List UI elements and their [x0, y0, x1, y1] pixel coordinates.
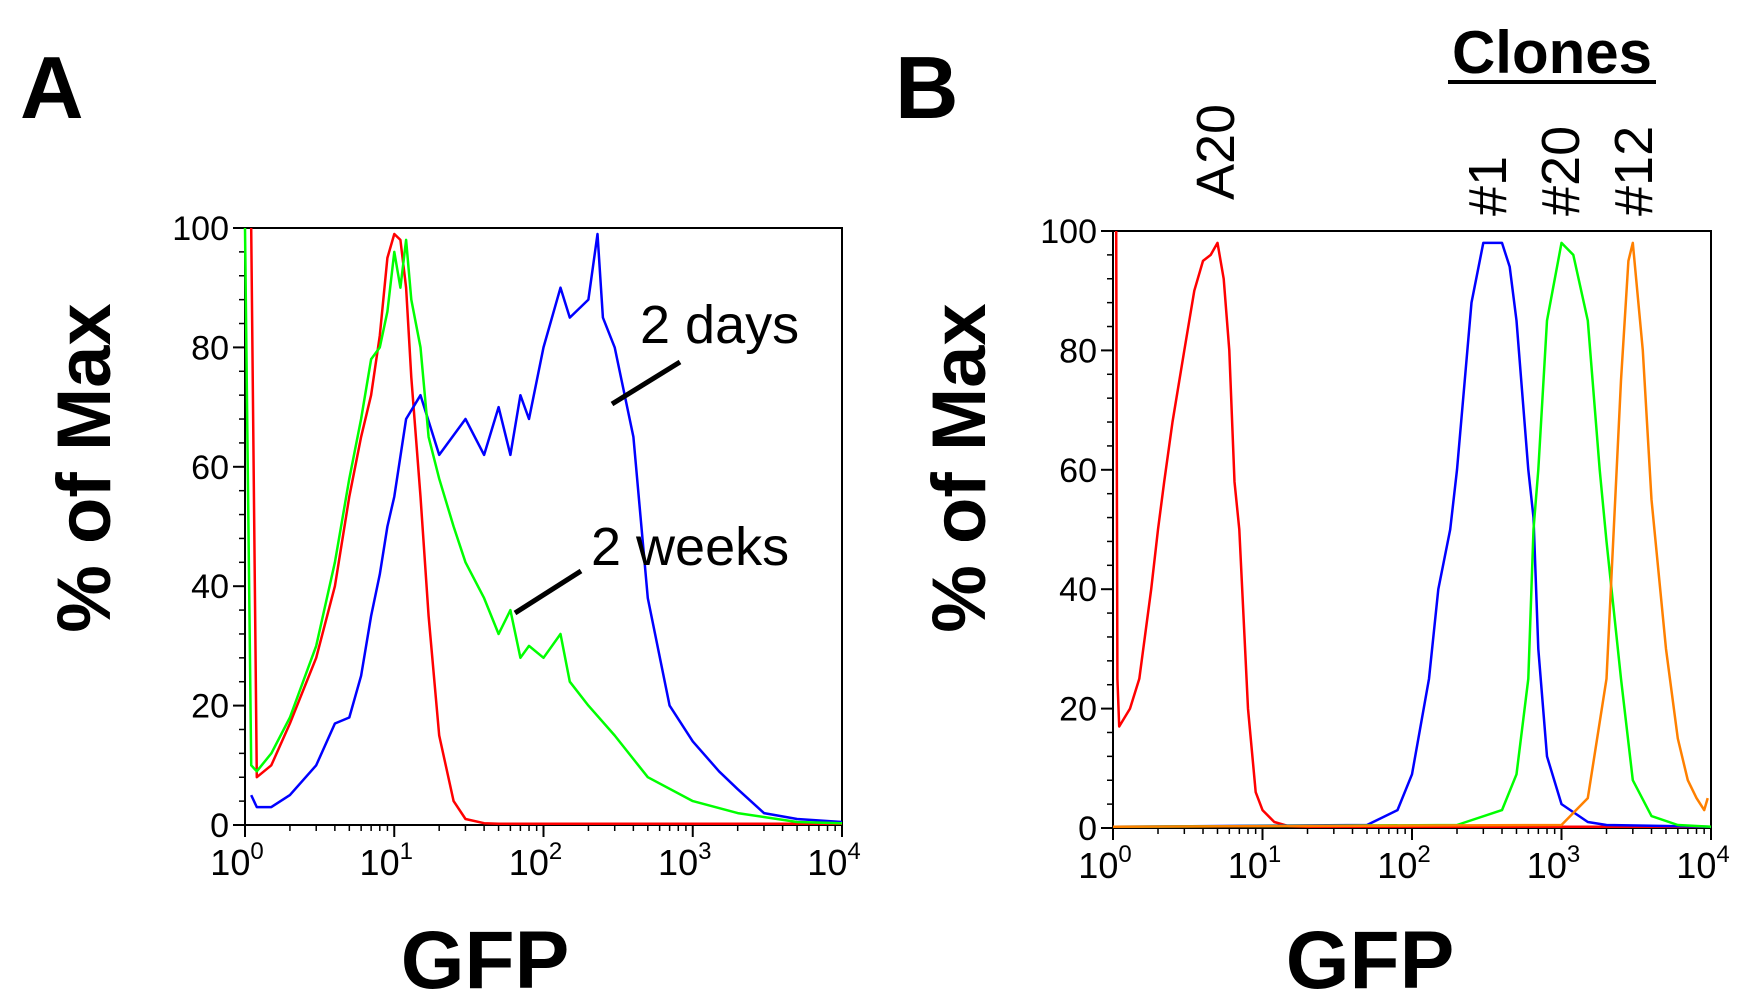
panel-a-series-line-0: [249, 227, 842, 826]
panel-b-y-tick-label: 40: [1059, 571, 1097, 609]
panel-b-y-axis-label: % of Max: [917, 303, 1002, 632]
panel-a-x-tick-exponent: 4: [847, 838, 860, 865]
panel-b-series-line-2: [1112, 241, 1712, 829]
panel-a-series: [243, 227, 843, 826]
panel-a-x-tick-base: 10: [807, 842, 847, 883]
panel-b-x-tick-exponent: 0: [1118, 841, 1131, 868]
panel-b-x-tick-base: 10: [1078, 845, 1118, 886]
peak-label-a20: A20: [1186, 104, 1246, 200]
panel-b-x-tick-label: 100: [1078, 841, 1131, 886]
panel-b-x-tick-exponent: 3: [1567, 841, 1580, 868]
panel-b-plot-frame: [1112, 230, 1712, 829]
panel-b-x-tick-base: 10: [1377, 845, 1417, 886]
panel-b-y-tick-label: 0: [1078, 810, 1097, 848]
panel-a-y-axis-label: % of Max: [42, 303, 127, 632]
panel-a-x-tick-exponent: 3: [698, 838, 711, 865]
panel-a-y-tick-label: 100: [172, 210, 229, 248]
panel-b-y-tick-label: 20: [1059, 691, 1097, 729]
panel-a-x-tick-base: 10: [658, 842, 698, 883]
panel-a-x-tick-base: 10: [210, 842, 250, 883]
panel-b-x-tick-label: 101: [1228, 841, 1281, 886]
panel-a-y-tick-label: 20: [191, 688, 229, 726]
panel-b-x-tick-exponent: 2: [1417, 841, 1430, 868]
clones-header: Clones: [1452, 19, 1652, 86]
panel-b-x-tick-label: 103: [1527, 841, 1580, 886]
panel-a-x-tick-base: 10: [509, 842, 549, 883]
panel-a-x-tick-exponent: 2: [549, 838, 562, 865]
panel-a-x-tick-label: 100: [210, 838, 263, 883]
panel-a-y-tick-label: 60: [191, 449, 229, 487]
panel-b-x-tick-base: 10: [1676, 845, 1716, 886]
leader-line-2-weeks: [513, 568, 583, 616]
annotation-2-weeks: 2 weeks: [591, 517, 789, 577]
annotation-2-days: 2 days: [640, 295, 799, 355]
panel-b-x-tick-base: 10: [1527, 845, 1567, 886]
panel-b-x-tick-exponent: 4: [1716, 841, 1729, 868]
panel-b-x-tick-exponent: 1: [1268, 841, 1281, 868]
panel-a-x-tick-label: 102: [509, 838, 562, 883]
panel-b-x-tick-base: 10: [1228, 845, 1268, 886]
panel-b-label: B: [895, 38, 959, 137]
panel-a-series-line-1: [250, 232, 843, 824]
panel-b-y-tick-label: 80: [1059, 332, 1097, 370]
panel-a-y-tick-label: 0: [210, 807, 229, 845]
panel-a-x-tick-label: 104: [807, 838, 860, 883]
panel-a-x-axis-label: GFP: [401, 915, 570, 999]
peak-label-clone-20: #20: [1531, 126, 1591, 216]
panel-b-y-tick-label: 100: [1040, 213, 1097, 251]
panel-a-x-tick-exponent: 0: [250, 838, 263, 865]
panel-b-x-tick-label: 104: [1676, 841, 1729, 886]
panel-a-x-tick-label: 103: [658, 838, 711, 883]
panel-a-y-tick-label: 40: [191, 568, 229, 606]
panel-a-x-tick-exponent: 1: [400, 838, 413, 865]
panel-a-series-line-2: [243, 227, 843, 825]
panel-a-y-tick-label: 80: [191, 329, 229, 367]
panel-a-label: A: [20, 38, 84, 137]
leader-line-2-days: [610, 359, 682, 407]
panel-b-series-line-3: [1112, 241, 1709, 829]
panel-b-series-line-1: [1112, 241, 1712, 829]
panel-b-x-axis-label: GFP: [1286, 915, 1455, 999]
panel-a-x-tick-label: 101: [360, 838, 413, 883]
peak-label-clone-12: #12: [1604, 126, 1664, 216]
panel-b-y-tick-label: 60: [1059, 452, 1097, 490]
peak-label-clone-1: #1: [1458, 156, 1518, 216]
panel-a-x-tick-base: 10: [360, 842, 400, 883]
panel-b-series: [1112, 230, 1712, 829]
panel-b-x-tick-label: 102: [1377, 841, 1430, 886]
panel-b-series-line-0: [1114, 230, 1711, 829]
